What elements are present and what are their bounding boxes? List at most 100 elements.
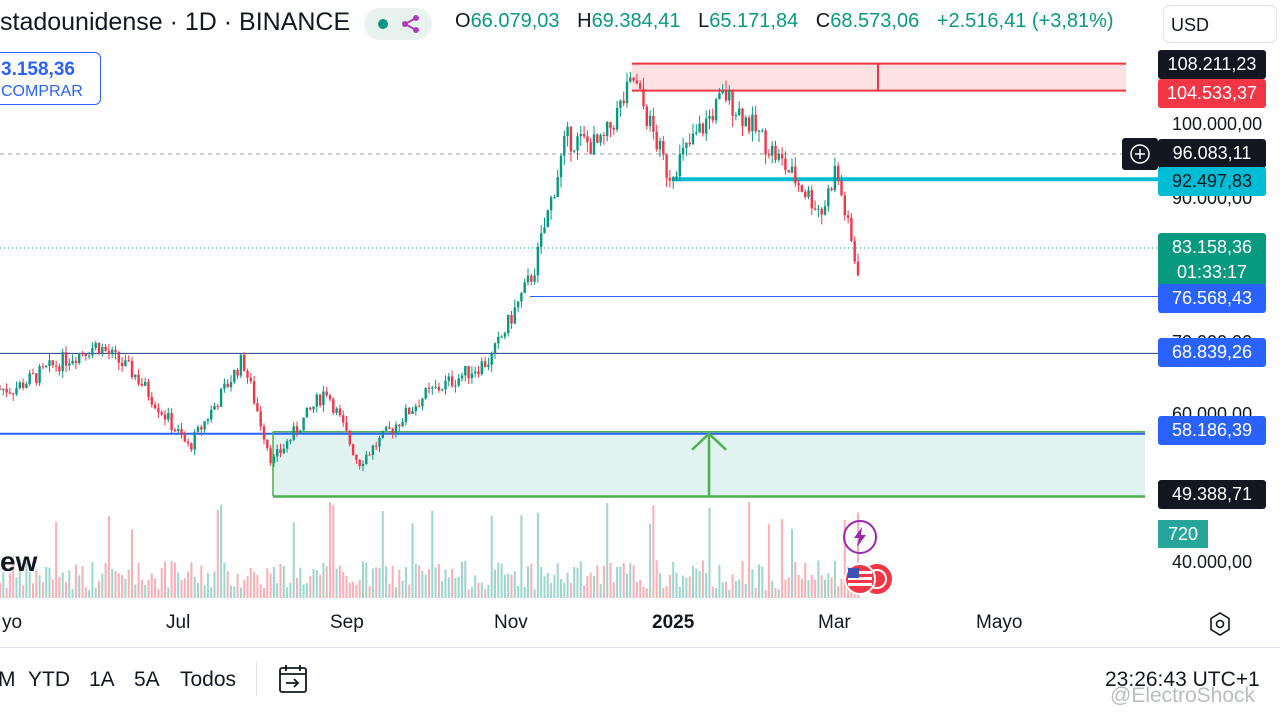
volume-bar [517,585,520,598]
chart-header: stadounidense · 1D · BINANCE O66.079,03 … [0,0,1280,50]
volume-bar [358,580,361,598]
volume-bar [325,566,328,598]
candle-body [140,383,144,386]
volume-bar [368,586,371,598]
symbol-title[interactable]: stadounidense · 1D · BINANCE [0,8,351,36]
buy-button[interactable]: 3.158,36 COMPRAR [0,52,101,105]
candle-body [252,381,256,404]
period-button[interactable]: 5A [134,668,160,691]
candle-body [279,449,282,454]
candle-body [566,126,569,137]
candle-body [266,439,269,449]
volume-bar [800,578,803,598]
candle-body [711,115,714,121]
candle-body [48,360,51,367]
volume-bar [500,563,503,598]
volume-bar [210,587,213,598]
volume-bar [58,576,61,598]
candle-body [639,83,642,89]
volume-bar [289,582,292,598]
volume-bar [550,582,553,598]
candle-body [658,140,662,150]
volume-bar [223,562,226,598]
volume-bar [150,573,153,598]
volume-bar [381,510,384,598]
volume-bar [107,516,110,598]
volume-bar [154,578,157,598]
period-button[interactable]: M [0,668,16,691]
candle-body [229,382,233,388]
candle-body [856,261,860,276]
volume-bar [441,581,444,598]
candle-body [530,275,533,282]
candle-body [249,377,252,382]
volume-bar [553,574,556,598]
volume-bar [124,578,127,598]
period-button[interactable]: 1A [89,668,115,691]
volume-bar [470,587,473,598]
volume-bar [761,566,764,598]
volume-bar [0,582,1,598]
volume-bar [645,588,648,598]
candle-body [120,362,124,367]
price-chart[interactable] [0,50,1160,602]
candle-body [203,421,206,430]
candle-body [61,352,64,372]
candle-body [147,381,150,397]
volume-bar [540,566,543,598]
volume-bar [682,575,685,598]
add-alert-button[interactable] [1122,138,1158,170]
volume-bar [817,560,820,598]
volume-bar [239,587,242,598]
volume-bar [688,576,691,598]
market-open-icon [378,19,388,29]
candle-body [87,355,91,357]
volume-bar [573,566,576,598]
candle-body [652,115,655,132]
period-button[interactable]: Todos [180,668,237,691]
candle-body [540,233,543,247]
time-label: Nov [494,612,528,633]
candle-body [150,396,153,405]
candle-body [64,352,68,366]
volume-bar [276,583,279,598]
settings-icon[interactable] [1206,610,1234,643]
candle-body [180,429,183,435]
candle-body [457,378,460,386]
us-flag-event-icon[interactable] [843,562,895,596]
volume-bar [764,589,767,598]
currency-selector[interactable]: USD [1163,5,1277,43]
volume-bar [781,519,784,598]
candle-body [470,373,474,378]
candle-body [490,353,493,365]
go-to-date-icon[interactable] [276,662,310,701]
candle-body [114,349,117,352]
volume-bar [352,581,355,598]
candle-body [295,426,299,433]
volume-bar [137,562,140,598]
candle-body [28,373,31,385]
candle-body [483,361,487,367]
candle-body [810,190,813,209]
market-status-pill[interactable] [364,8,432,40]
volume-bar [431,510,434,598]
support-2-label: 68.839,26 [1158,338,1266,367]
volume-bar [814,579,817,598]
candle-body [276,449,279,457]
candle-body [444,380,447,390]
candle-body [51,360,54,366]
lightning-icon[interactable] [843,520,877,554]
candle-body [536,246,540,276]
period-button[interactable]: YTD [28,668,70,691]
volume-bar [127,569,130,598]
candle-body [421,398,424,407]
volume-bar [474,575,477,598]
candle-body [358,459,361,467]
candle-body [612,127,615,130]
candle-body [599,134,602,143]
utc-clock[interactable]: 23:26:43 UTC+1 [1105,668,1260,691]
candle-body [464,366,467,376]
volume-bar [777,589,780,598]
volume-bar [8,573,11,598]
volume-bar [513,571,516,598]
